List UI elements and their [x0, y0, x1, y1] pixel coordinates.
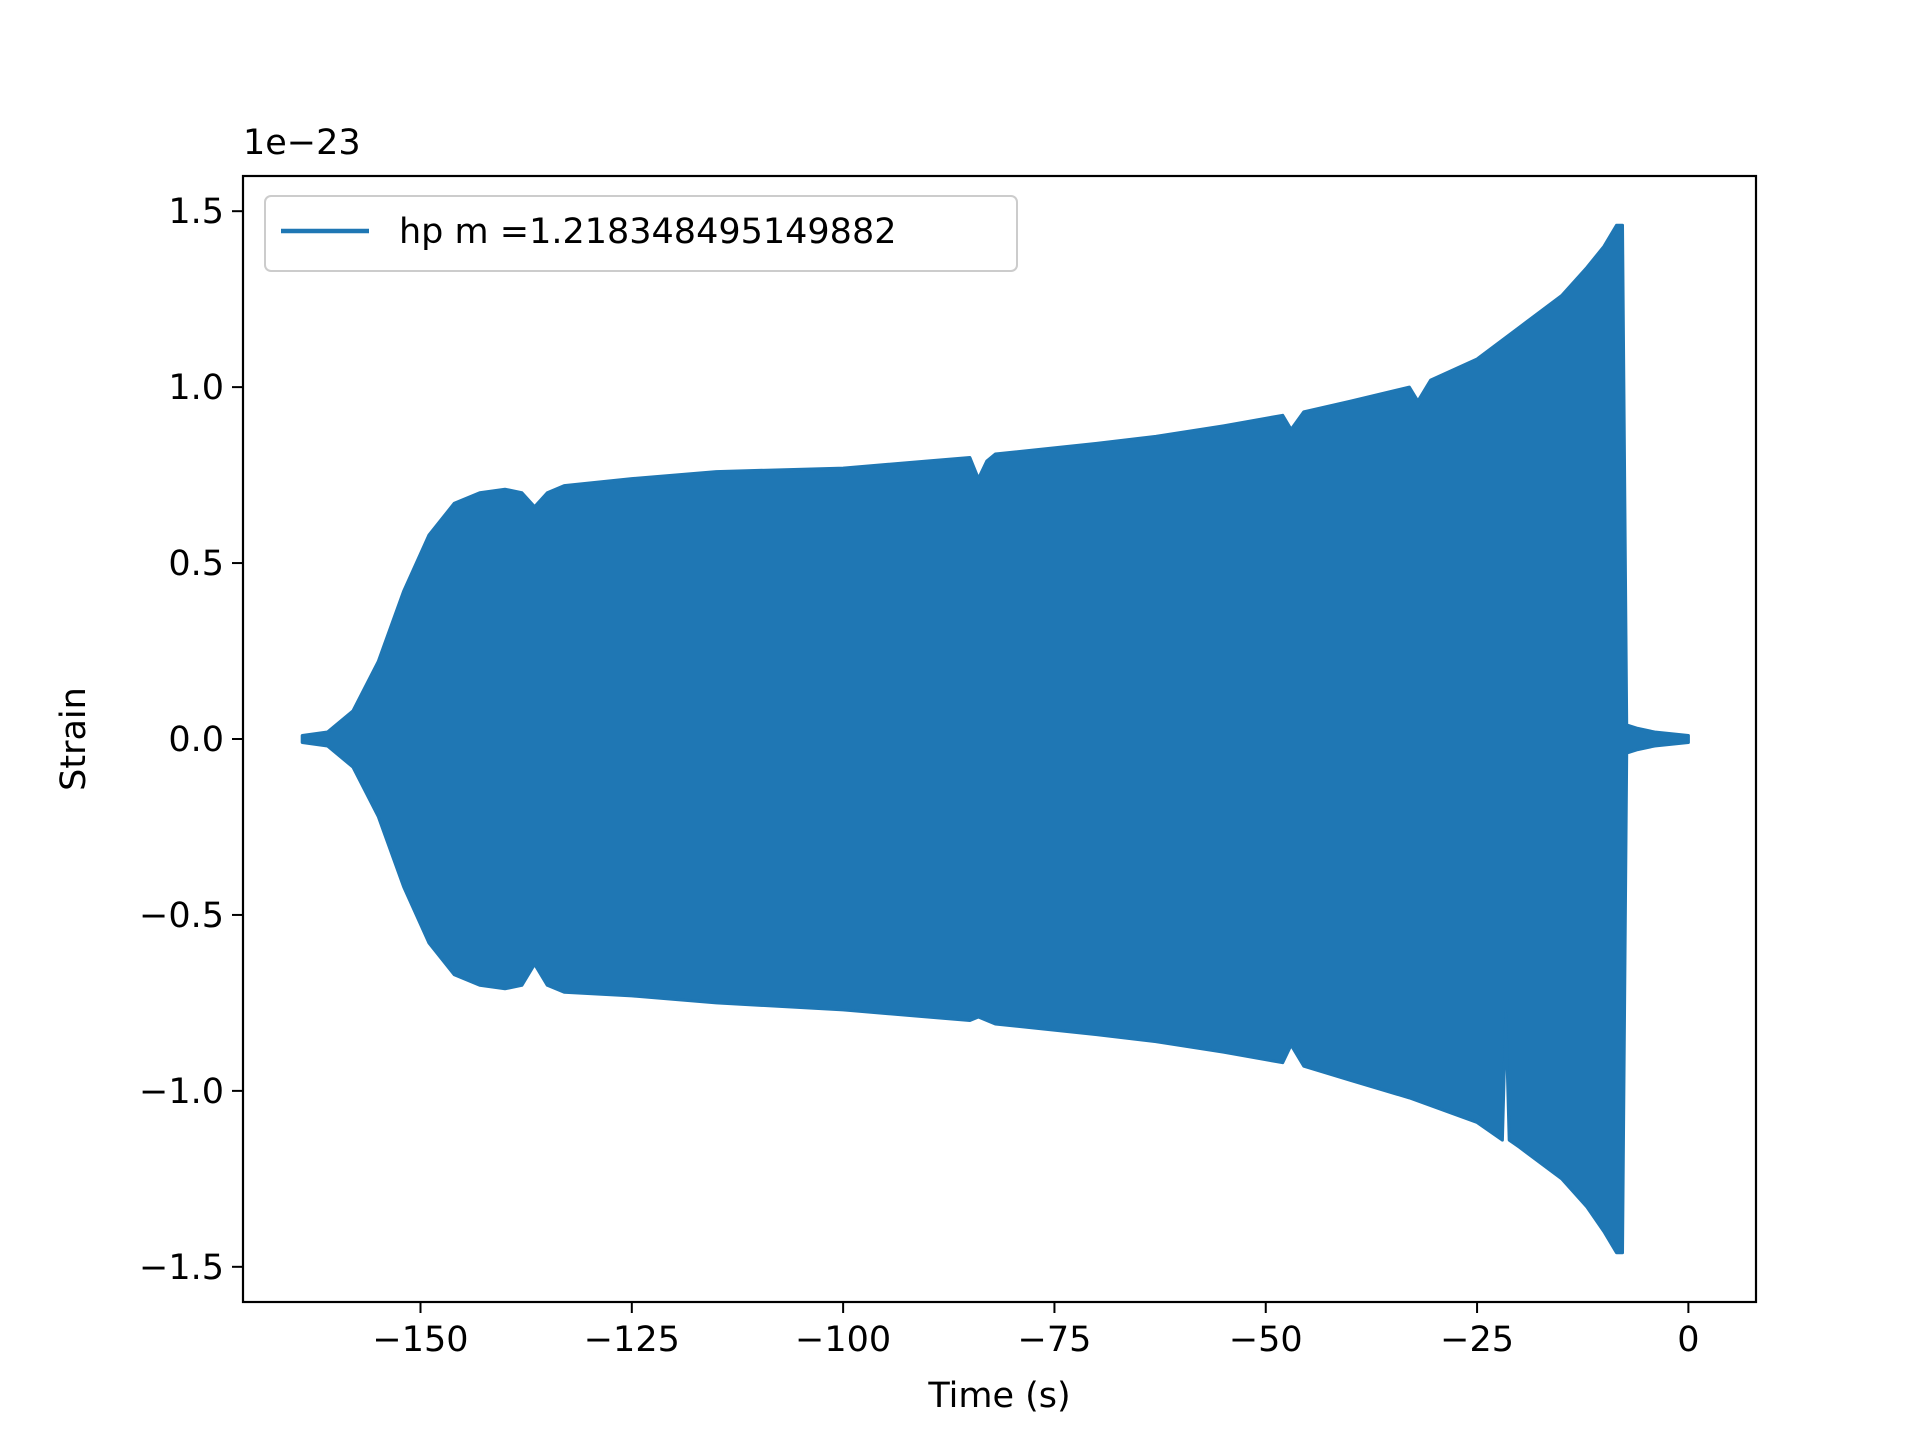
- y-axis-label: Strain: [54, 687, 94, 791]
- legend-box: [264, 195, 1018, 272]
- x-tick-label: −50: [1229, 1320, 1303, 1360]
- y-axis-offset-label: 1e−23: [243, 123, 361, 163]
- x-tick-label: −100: [795, 1320, 891, 1360]
- y-tick-label: 1.5: [168, 192, 224, 232]
- y-axis: −1.5 −1.0 −0.5 0.0 0.5 1.0 1.5: [139, 192, 243, 1288]
- x-tick-label: −150: [372, 1320, 468, 1360]
- x-axis: −150 −125 −100 −75 −50 −25 0: [372, 1302, 1700, 1360]
- series-hp-waveform: [300, 223, 1690, 1255]
- x-tick-label: 0: [1677, 1320, 1699, 1360]
- x-axis-label: Time (s): [927, 1376, 1070, 1416]
- y-tick-label: −1.5: [139, 1248, 224, 1288]
- x-tick-label: −25: [1440, 1320, 1514, 1360]
- x-tick-label: −75: [1018, 1320, 1092, 1360]
- legend: hp m =1.218348495149882: [264, 195, 1018, 272]
- y-tick-label: −0.5: [139, 896, 224, 936]
- legend-label: hp m =1.218348495149882: [399, 212, 897, 252]
- x-tick-label: −125: [584, 1320, 680, 1360]
- plot-area: [300, 223, 1690, 1255]
- y-tick-label: 0.5: [168, 544, 224, 584]
- y-tick-label: 1.0: [168, 368, 224, 408]
- y-tick-label: −1.0: [139, 1072, 224, 1112]
- y-tick-label: 0.0: [168, 720, 224, 760]
